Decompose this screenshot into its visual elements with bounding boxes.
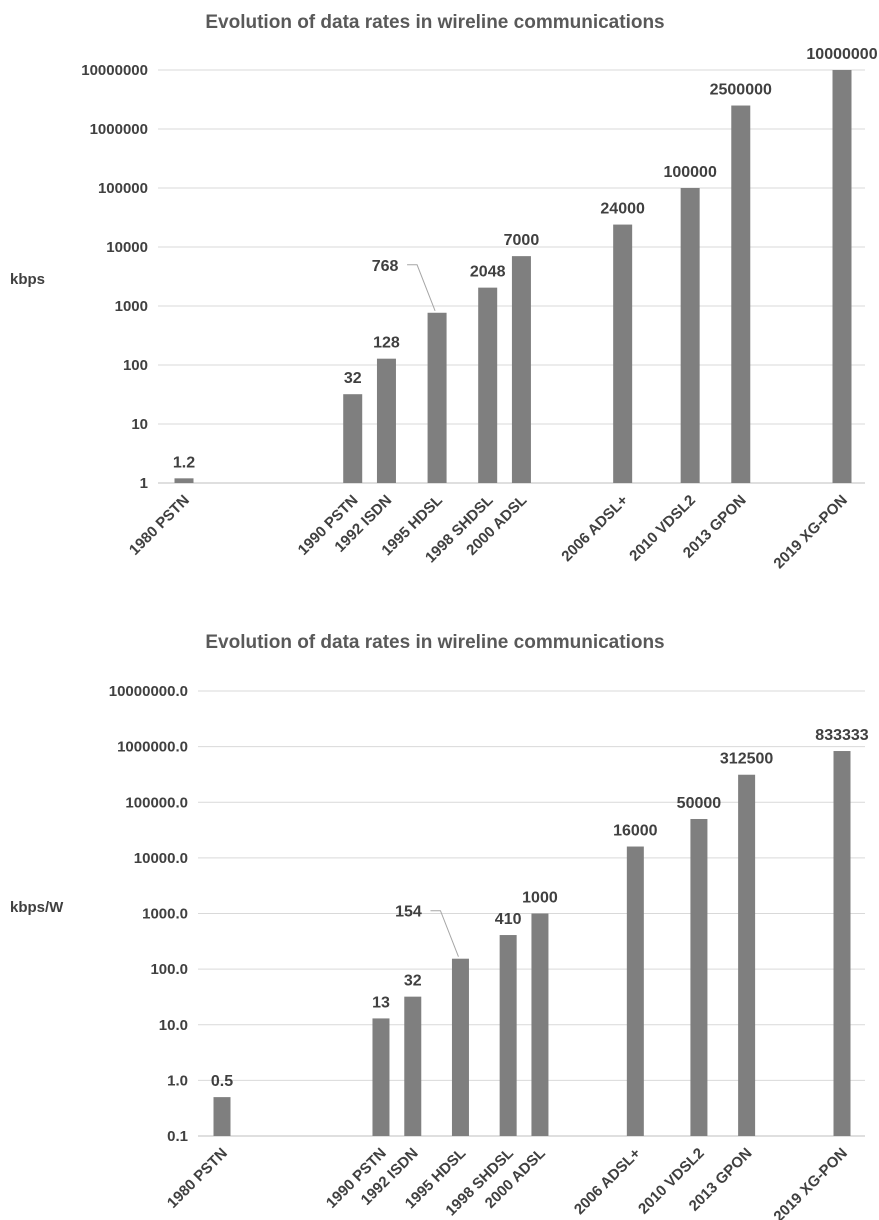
y-tick-label: 100 bbox=[123, 357, 148, 374]
bar bbox=[531, 913, 549, 1136]
leader-line bbox=[407, 264, 436, 311]
y-tick-label: 0.1 bbox=[167, 1128, 188, 1145]
y-axis-label: kbps bbox=[10, 271, 45, 288]
data-label: 7000 bbox=[504, 232, 540, 249]
y-tick-label: 1000 bbox=[115, 298, 148, 315]
bar bbox=[680, 188, 700, 483]
data-label: 1000 bbox=[522, 890, 558, 907]
bar bbox=[833, 751, 851, 1136]
data-label: 1.2 bbox=[173, 454, 195, 471]
data-label: 32 bbox=[344, 370, 362, 387]
bar bbox=[404, 996, 422, 1136]
bar bbox=[832, 70, 852, 483]
y-tick-label: 1.0 bbox=[167, 1072, 188, 1089]
bar bbox=[499, 935, 517, 1136]
y-tick-label: 100.0 bbox=[150, 961, 188, 978]
bar bbox=[731, 105, 751, 483]
chart-title: Evolution of data rates in wireline comm… bbox=[205, 12, 664, 33]
data-label: 16000 bbox=[613, 823, 658, 840]
category-label: 2006 ADSL+ bbox=[571, 1145, 644, 1218]
bar bbox=[511, 256, 531, 483]
bar bbox=[478, 287, 498, 483]
data-label: 768 bbox=[372, 258, 399, 275]
y-tick-label: 1000000.0 bbox=[117, 739, 188, 756]
data-label: 154 bbox=[395, 904, 422, 921]
category-label: 1980 PSTN bbox=[164, 1145, 231, 1212]
data-label: 100000 bbox=[663, 164, 716, 181]
y-tick-label: 100000.0 bbox=[125, 794, 188, 811]
data-label: 833333 bbox=[815, 727, 868, 744]
bar bbox=[343, 394, 363, 483]
y-tick-label: 100000 bbox=[98, 180, 148, 197]
data-label: 2048 bbox=[470, 264, 506, 281]
bar bbox=[451, 958, 469, 1136]
data-label: 24000 bbox=[600, 201, 645, 218]
leader-line bbox=[430, 910, 459, 957]
data-label: 410 bbox=[495, 911, 522, 928]
data-label: 2500000 bbox=[710, 82, 772, 99]
y-axis-label: kbps/W bbox=[10, 899, 64, 916]
bar bbox=[213, 1097, 231, 1136]
bar bbox=[626, 846, 644, 1136]
bar bbox=[690, 818, 708, 1136]
y-tick-label: 1000.0 bbox=[142, 906, 188, 923]
data-label: 32 bbox=[404, 973, 422, 990]
data-label: 13 bbox=[372, 994, 390, 1011]
y-tick-label: 10000000 bbox=[81, 62, 148, 79]
y-tick-label: 10000 bbox=[106, 239, 148, 256]
chart-kbps-per-watt: Evolution of data rates in wireline comm… bbox=[10, 632, 869, 1220]
bar bbox=[376, 358, 396, 483]
bar bbox=[613, 224, 633, 483]
chart-kbps: Evolution of data rates in wireline comm… bbox=[10, 12, 878, 572]
category-label: 2006 ADSL+ bbox=[558, 492, 631, 565]
y-tick-label: 1 bbox=[140, 475, 148, 492]
category-label: 2019 XG-PON bbox=[770, 492, 850, 572]
bar bbox=[738, 774, 756, 1136]
bar bbox=[372, 1018, 390, 1136]
y-tick-label: 10 bbox=[131, 416, 148, 433]
data-label: 312500 bbox=[720, 751, 773, 768]
y-tick-label: 1000000 bbox=[90, 121, 148, 138]
y-tick-label: 10000.0 bbox=[134, 850, 188, 867]
bar bbox=[174, 478, 194, 483]
y-tick-label: 10000000.0 bbox=[109, 683, 188, 700]
category-label: 2019 XG-PON bbox=[770, 1145, 850, 1220]
bar bbox=[427, 312, 447, 483]
data-label: 50000 bbox=[677, 795, 722, 812]
data-label: 0.5 bbox=[211, 1073, 233, 1090]
data-label: 128 bbox=[373, 335, 400, 352]
chart-title: Evolution of data rates in wireline comm… bbox=[205, 632, 664, 653]
y-tick-label: 10.0 bbox=[159, 1017, 188, 1034]
data-label: 10000000 bbox=[806, 46, 877, 63]
category-label: 1980 PSTN bbox=[126, 492, 193, 559]
